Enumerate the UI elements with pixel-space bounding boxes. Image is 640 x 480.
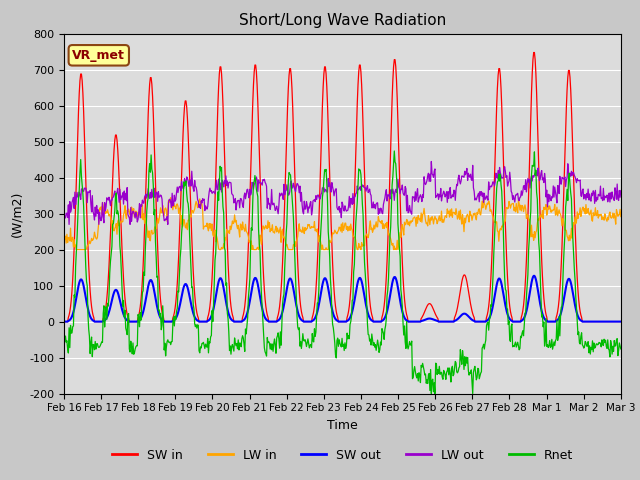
LW out bbox=[401, 192, 408, 198]
LW in bbox=[257, 236, 264, 241]
SW out bbox=[255, 289, 263, 295]
SW in bbox=[431, 310, 439, 316]
Rnet bbox=[255, 241, 263, 247]
SW in bbox=[276, 297, 284, 302]
SW in bbox=[617, 319, 625, 324]
LW out bbox=[617, 188, 625, 193]
SW out bbox=[60, 319, 68, 324]
Rnet bbox=[617, 346, 625, 352]
LW out bbox=[228, 192, 236, 197]
SW out bbox=[617, 319, 625, 324]
LW out bbox=[60, 211, 68, 217]
LW out bbox=[428, 158, 435, 164]
LW in bbox=[433, 216, 440, 222]
Rnet bbox=[276, 329, 284, 335]
LW in bbox=[167, 195, 175, 201]
SW in bbox=[125, 319, 133, 324]
LW in bbox=[278, 229, 285, 235]
Y-axis label: (W/m2): (W/m2) bbox=[11, 191, 24, 237]
Rnet bbox=[60, 346, 68, 352]
SW out bbox=[530, 273, 538, 279]
Line: SW out: SW out bbox=[64, 276, 621, 322]
LW in bbox=[229, 221, 237, 227]
LW in bbox=[60, 232, 68, 238]
Rnet bbox=[125, 346, 133, 352]
SW in bbox=[228, 309, 236, 314]
Line: LW out: LW out bbox=[64, 161, 621, 224]
Line: Rnet: Rnet bbox=[64, 151, 621, 394]
LW in bbox=[617, 214, 625, 219]
SW in bbox=[400, 286, 408, 292]
Rnet bbox=[390, 148, 398, 154]
Rnet bbox=[428, 391, 435, 396]
X-axis label: Time: Time bbox=[327, 419, 358, 432]
Rnet bbox=[433, 361, 440, 367]
LW out bbox=[256, 180, 264, 185]
SW out bbox=[228, 317, 236, 323]
Rnet bbox=[228, 344, 236, 349]
LW out bbox=[433, 193, 440, 199]
SW out bbox=[276, 315, 284, 321]
Rnet bbox=[401, 323, 408, 329]
LW out bbox=[65, 221, 73, 227]
SW out bbox=[431, 317, 439, 323]
Line: SW in: SW in bbox=[64, 52, 621, 322]
SW in bbox=[255, 147, 263, 153]
LW out bbox=[126, 221, 134, 227]
LW in bbox=[401, 222, 409, 228]
SW in bbox=[530, 49, 538, 55]
LW in bbox=[72, 247, 80, 252]
LW out bbox=[277, 192, 285, 198]
SW out bbox=[400, 313, 408, 319]
Line: LW in: LW in bbox=[64, 198, 621, 250]
Title: Short/Long Wave Radiation: Short/Long Wave Radiation bbox=[239, 13, 446, 28]
SW out bbox=[125, 319, 133, 324]
SW in bbox=[60, 319, 68, 324]
Text: VR_met: VR_met bbox=[72, 49, 125, 62]
LW in bbox=[126, 212, 134, 217]
Legend: SW in, LW in, SW out, LW out, Rnet: SW in, LW in, SW out, LW out, Rnet bbox=[107, 444, 578, 467]
